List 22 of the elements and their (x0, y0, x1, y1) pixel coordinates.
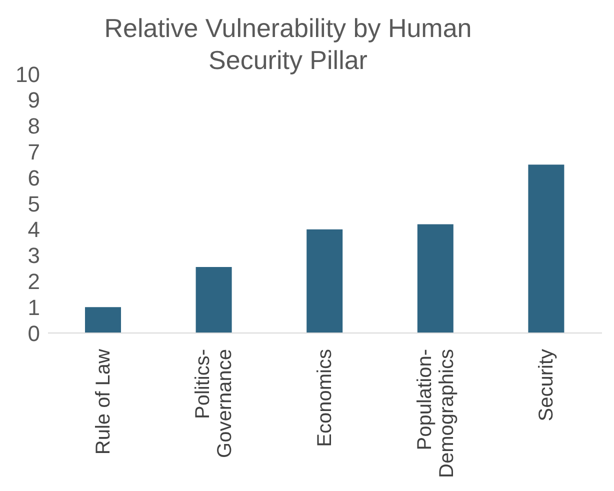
y-tick-label: 10 (16, 62, 40, 87)
y-tick-label: 5 (28, 191, 40, 216)
x-tick-label: Economics (314, 349, 336, 447)
bar (85, 307, 121, 333)
x-tick-label: Rule of Law (92, 348, 114, 455)
y-tick-label: 3 (28, 243, 40, 268)
y-tick-label: 8 (28, 114, 40, 139)
y-tick-label: 9 (28, 88, 40, 113)
y-tick-label: 1 (28, 294, 40, 320)
bar (417, 224, 454, 333)
x-tick-label: Security (536, 349, 558, 422)
y-tick-label: 6 (28, 165, 40, 190)
y-tick-label: 7 (28, 140, 40, 165)
y-tick-label: 0 (28, 320, 40, 346)
chart-title: Relative Vulnerability by Human Security Pillar (103, 12, 473, 76)
bar (196, 266, 232, 333)
x-tick-label: Politics-Governance (192, 349, 236, 458)
y-tick-label: 4 (28, 217, 40, 242)
bar (528, 164, 564, 333)
x-tick-label: Population-Demographics (414, 349, 458, 478)
bar (306, 229, 343, 333)
y-tick-label: 2 (28, 269, 40, 294)
